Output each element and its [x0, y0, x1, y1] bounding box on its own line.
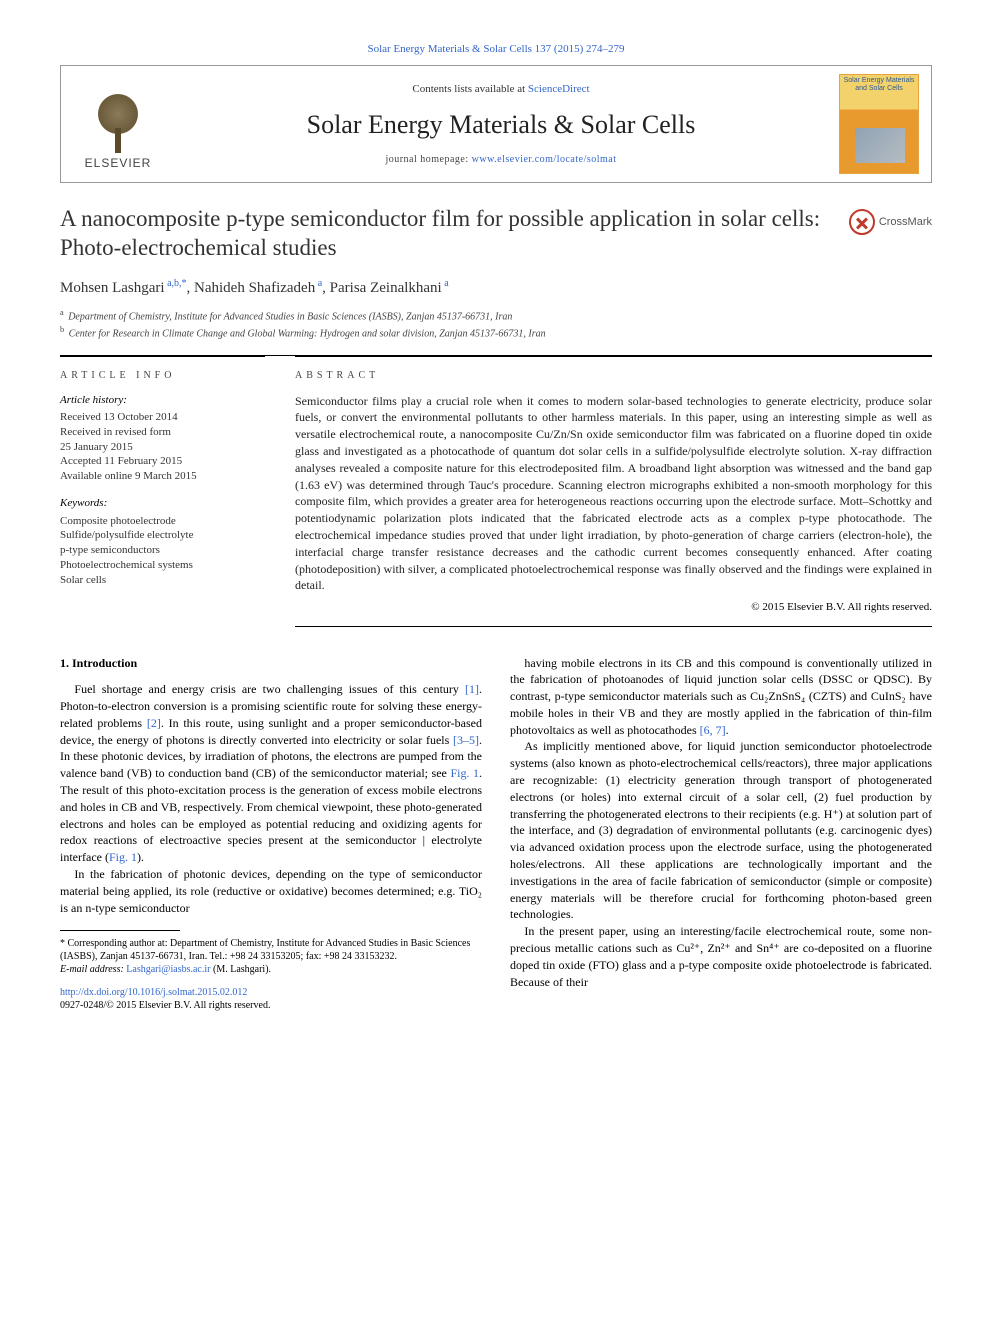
author-name: Nahideh Shafizadeh — [194, 280, 315, 296]
keyword: p-type semiconductors — [60, 543, 265, 558]
history-item: Received in revised form — [60, 425, 265, 440]
doi-link[interactable]: http://dx.doi.org/10.1016/j.solmat.2015.… — [60, 987, 247, 998]
crossmark-label: CrossMark — [879, 215, 932, 230]
abstract-text: Semiconductor films play a crucial role … — [295, 393, 932, 595]
issn-copyright: 0927-0248/© 2015 Elsevier B.V. All right… — [60, 1000, 270, 1011]
author-list: Mohsen Lashgari a,b,*, Nahideh Shafizade… — [60, 277, 932, 299]
sciencedirect-link[interactable]: ScienceDirect — [528, 83, 590, 95]
abstract-label: ABSTRACT — [295, 369, 932, 383]
history-item: Accepted 11 February 2015 — [60, 454, 265, 469]
paragraph: having mobile electrons in its CB and th… — [510, 655, 932, 739]
history-item: Available online 9 March 2015 — [60, 469, 265, 484]
history-label: Article history: — [60, 393, 265, 408]
crossmark-icon — [849, 209, 875, 235]
journal-homepage-link[interactable]: www.elsevier.com/locate/solmat — [472, 154, 617, 165]
author-affil-mark: a — [442, 278, 449, 289]
history-item: 25 January 2015 — [60, 440, 265, 455]
keyword: Photoelectrochemical systems — [60, 558, 265, 573]
affiliations: a Department of Chemistry, Institute for… — [60, 307, 932, 341]
doi-block: http://dx.doi.org/10.1016/j.solmat.2015.… — [60, 986, 482, 1012]
reference-link[interactable]: [3–5] — [453, 733, 479, 747]
corresponding-author-footnote: * Corresponding author at: Department of… — [60, 937, 482, 963]
history-item: Received 13 October 2014 — [60, 410, 265, 425]
paragraph: As implicitly mentioned above, for liqui… — [510, 738, 932, 923]
journal-homepage-line: journal homepage: www.elsevier.com/locat… — [173, 153, 829, 167]
reference-link[interactable]: [6, 7] — [700, 723, 726, 737]
email-link[interactable]: Lashgari@iasbs.ac.ir — [126, 964, 210, 975]
section-heading: 1. Introduction — [60, 655, 482, 672]
contents-available-line: Contents lists available at ScienceDirec… — [173, 82, 829, 97]
crossmark-widget[interactable]: CrossMark — [849, 209, 932, 235]
divider — [295, 626, 932, 627]
elsevier-logo-text: ELSEVIER — [85, 155, 152, 172]
email-footnote: E-mail address: Lashgari@iasbs.ac.ir (M.… — [60, 963, 482, 976]
abstract-column: ABSTRACT Semiconductor films play a cruc… — [295, 356, 932, 627]
author-name: Mohsen Lashgari — [60, 280, 165, 296]
figure-link[interactable]: Fig. 1 — [450, 766, 479, 780]
journal-cover-thumbnail: Solar Energy Materials and Solar Cells — [839, 74, 919, 174]
author-name: Parisa Zeinalkhani — [330, 280, 442, 296]
citation-line: Solar Energy Materials & Solar Cells 137… — [60, 42, 932, 57]
paragraph: Fuel shortage and energy crisis are two … — [60, 681, 482, 866]
footnote-separator — [60, 930, 180, 931]
contents-prefix: Contents lists available at — [412, 83, 527, 95]
figure-link[interactable]: Fig. 1 — [109, 850, 137, 864]
elsevier-logo: ELSEVIER — [73, 77, 163, 172]
paragraph: In the present paper, using an interesti… — [510, 923, 932, 990]
reference-link[interactable]: [2] — [147, 716, 161, 730]
homepage-prefix: journal homepage: — [385, 154, 471, 165]
elsevier-tree-icon — [88, 88, 148, 153]
article-info-column: ARTICLE INFO Article history: Received 1… — [60, 356, 265, 627]
keyword: Sulfide/polysulfide electrolyte — [60, 528, 265, 543]
affiliation: a Department of Chemistry, Institute for… — [60, 307, 932, 324]
affiliation: b Center for Research in Climate Change … — [60, 324, 932, 341]
keywords-label: Keywords: — [60, 496, 265, 511]
copyright-line: © 2015 Elsevier B.V. All rights reserved… — [295, 600, 932, 615]
paragraph: In the fabrication of photonic devices, … — [60, 866, 482, 916]
author-affil-mark: a,b,* — [165, 278, 187, 289]
article-info-label: ARTICLE INFO — [60, 369, 265, 383]
keyword: Solar cells — [60, 573, 265, 588]
article-title: A nanocomposite p-type semiconductor fil… — [60, 205, 829, 263]
body-text: 1. Introduction Fuel shortage and energy… — [60, 655, 932, 1013]
journal-header: ELSEVIER Contents lists available at Sci… — [60, 65, 932, 183]
author-affil-mark: a — [315, 278, 322, 289]
journal-cover-title: Solar Energy Materials and Solar Cells — [840, 75, 918, 94]
journal-name: Solar Energy Materials & Solar Cells — [173, 107, 829, 143]
reference-link[interactable]: [1] — [465, 682, 479, 696]
keyword: Composite photoelectrode — [60, 514, 265, 529]
